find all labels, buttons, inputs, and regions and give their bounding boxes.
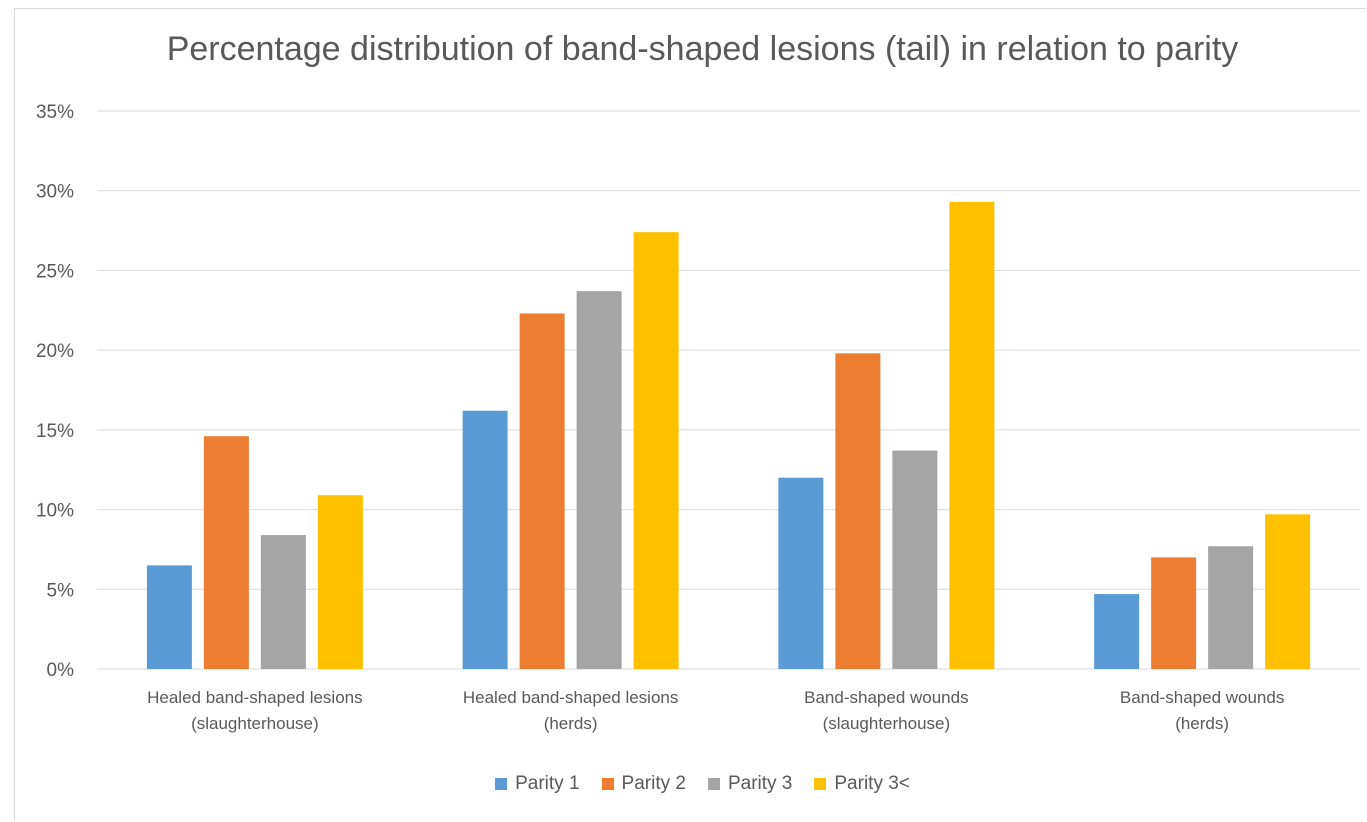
bar — [1094, 594, 1140, 669]
legend-swatch — [814, 778, 827, 790]
y-tick-label: 35% — [36, 102, 74, 123]
legend-swatch — [707, 778, 720, 790]
bar — [1208, 546, 1254, 669]
y-tick-label: 0% — [47, 660, 75, 681]
bar — [576, 291, 622, 669]
bar — [892, 450, 938, 669]
chart-frame — [14, 8, 1366, 821]
y-axis-ticks: 0% 5% 10% 15% 20% 25% 30% 35% — [36, 102, 74, 681]
bar — [146, 565, 192, 669]
bar — [778, 477, 824, 669]
x-category-label: (herds) — [1175, 714, 1229, 733]
legend-swatch — [601, 778, 614, 790]
bar — [519, 313, 565, 669]
y-tick-label: 20% — [36, 341, 74, 362]
chart-title: Percentage distribution of band-shaped l… — [166, 30, 1239, 68]
legend-label: Parity 1 — [515, 773, 580, 794]
legend-item: Parity 3 — [707, 773, 793, 795]
y-tick-label: 15% — [36, 421, 74, 442]
x-category-label: Healed band-shaped lesions — [463, 688, 679, 707]
bar — [949, 201, 995, 670]
bar — [317, 495, 363, 669]
x-category-label: (slaughterhouse) — [191, 714, 319, 733]
x-category-label: Healed band-shaped lesions — [147, 688, 363, 707]
bar — [462, 410, 508, 669]
bars — [146, 201, 1311, 670]
legend-item: Parity 3< — [814, 773, 910, 795]
x-category-label: Band-shaped wounds — [804, 688, 968, 707]
x-axis-categories: Healed band-shaped lesions (slaughterhous… — [147, 688, 1284, 733]
x-category-label: Band-shaped wounds — [1120, 688, 1284, 707]
bar — [260, 535, 306, 669]
bar — [1151, 557, 1197, 669]
y-tick-label: 30% — [36, 182, 74, 203]
x-category-label: (herds) — [544, 714, 598, 733]
legend-item: Parity 2 — [601, 773, 686, 795]
y-tick-label: 25% — [36, 261, 74, 282]
bar — [633, 232, 679, 669]
x-category-label: (slaughterhouse) — [823, 714, 951, 733]
legend-label: Parity 3 — [727, 773, 793, 794]
bar — [835, 353, 881, 669]
legend-item: Parity 1 — [495, 773, 580, 795]
bar — [203, 436, 249, 669]
y-tick-label: 5% — [47, 580, 75, 601]
legend-label: Parity 3< — [834, 773, 910, 794]
gridlines — [97, 110, 1360, 670]
bar — [1265, 514, 1311, 669]
legend: Parity 1 Parity 2 Parity 3 Parity 3< — [0, 773, 1367, 795]
legend-swatch — [495, 778, 508, 790]
y-tick-label: 10% — [36, 501, 74, 522]
legend-label: Parity 2 — [621, 773, 686, 794]
